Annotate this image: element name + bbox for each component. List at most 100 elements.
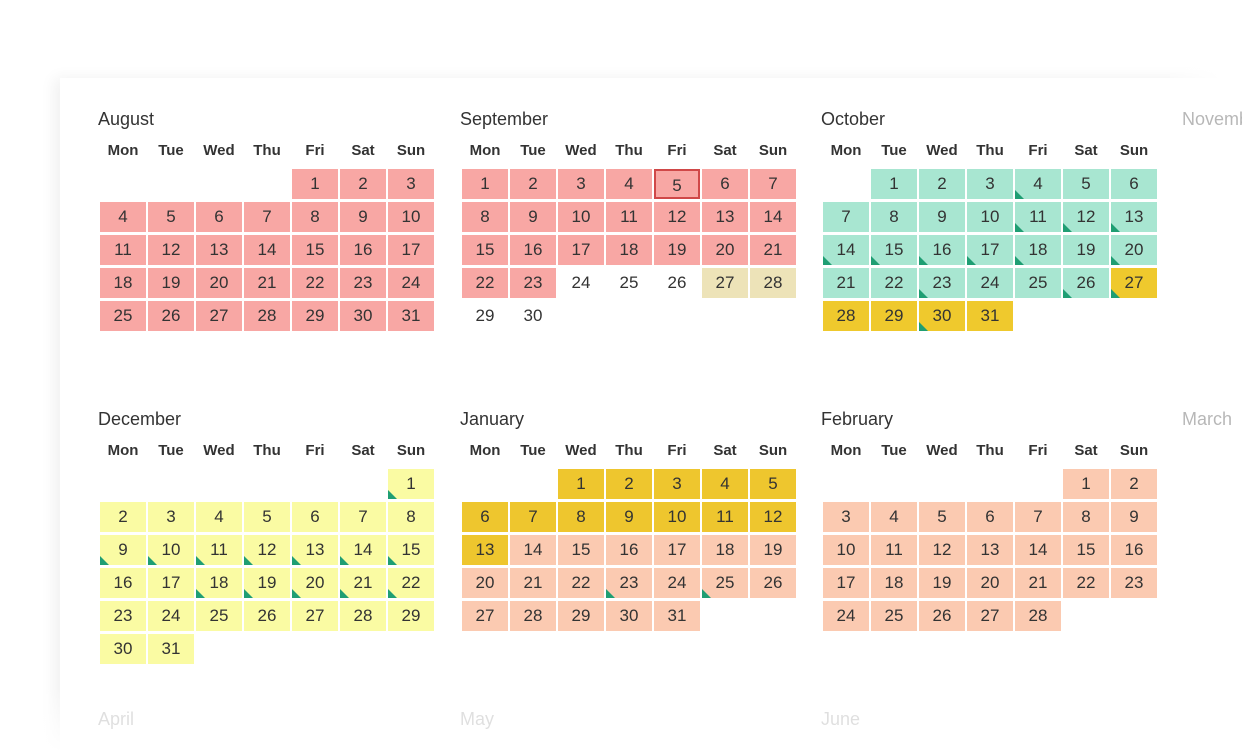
faded-month-title: April <box>98 709 135 729</box>
weekday-header: Mon <box>469 142 501 159</box>
day-cell: 5 <box>750 469 796 499</box>
day-cell: 8 <box>292 202 338 232</box>
day-cell: 11 <box>100 235 146 265</box>
day-cell: 4 <box>871 502 917 532</box>
weekday-header: Wed <box>203 442 235 459</box>
day-cell: 3 <box>823 502 869 532</box>
day-cell: 20 <box>1111 235 1157 265</box>
day-cell: 10 <box>558 202 604 232</box>
day-cell: 23 <box>100 601 146 631</box>
weekday-header: Sun <box>1119 442 1149 459</box>
day-cell: 24 <box>654 568 700 598</box>
day-cell: 19 <box>244 568 290 598</box>
day-cell: 18 <box>702 535 748 565</box>
flag-marker <box>1015 256 1024 265</box>
day-cell: 9 <box>510 202 556 232</box>
day-cell: 24 <box>148 601 194 631</box>
day-cell: 23 <box>510 268 556 298</box>
day-cell: 26 <box>148 301 194 331</box>
day-cell: 13 <box>1111 202 1157 232</box>
day-cell: 2 <box>1111 469 1157 499</box>
faded-month-title: June <box>821 709 861 729</box>
day-cell: 25 <box>100 301 146 331</box>
day-cell: 28 <box>340 601 386 631</box>
day-cell: 20 <box>462 568 508 598</box>
day-cell: 27 <box>702 268 748 298</box>
day-cell: 20 <box>196 268 242 298</box>
day-cell: 2 <box>510 169 556 199</box>
day-cell: 3 <box>558 169 604 199</box>
day-cell: 7 <box>1015 502 1061 532</box>
weekday-header: Wed <box>926 442 958 459</box>
weekday-header: Tue <box>881 442 907 459</box>
day-cell: 10 <box>148 535 194 565</box>
day-cell: 28 <box>510 601 556 631</box>
day-cell: 1 <box>388 469 434 499</box>
day-cell: 17 <box>388 235 434 265</box>
day-cell: 21 <box>244 268 290 298</box>
weekday-header: Mon <box>107 442 139 459</box>
weekday-header: Tue <box>881 142 907 159</box>
day-cell: 12 <box>654 202 700 232</box>
flag-marker <box>148 556 157 565</box>
day-cell: 23 <box>1111 568 1157 598</box>
day-cell: 5 <box>244 502 290 532</box>
weekday-header: Sun <box>396 142 426 159</box>
weekday-header: Fri <box>1028 142 1048 159</box>
day-cell: 19 <box>654 235 700 265</box>
faded-month-title: March <box>1182 409 1233 429</box>
day-cell: 13 <box>462 535 508 565</box>
day-cell: 17 <box>558 235 604 265</box>
day-cell: 22 <box>292 268 338 298</box>
day-cell: 26 <box>1063 268 1109 298</box>
day-cell: 19 <box>750 535 796 565</box>
day-cell: 25 <box>871 601 917 631</box>
day-cell: 27 <box>462 601 508 631</box>
day-cell: 23 <box>340 268 386 298</box>
day-cell: 8 <box>388 502 434 532</box>
weekday-header: Tue <box>520 142 546 159</box>
day-cell: 22 <box>462 268 508 298</box>
weekday-header: Fri <box>667 442 687 459</box>
day-cell: 19 <box>1063 235 1109 265</box>
day-cell: 29 <box>475 306 495 325</box>
day-cell: 8 <box>1063 502 1109 532</box>
day-cell: 10 <box>388 202 434 232</box>
day-cell: 18 <box>100 268 146 298</box>
day-cell: 17 <box>148 568 194 598</box>
day-cell: 12 <box>148 235 194 265</box>
day-cell: 6 <box>292 502 338 532</box>
day-cell: 22 <box>388 568 434 598</box>
day-cell: 24 <box>823 601 869 631</box>
day-cell: 30 <box>606 601 652 631</box>
day-cell: 21 <box>510 568 556 598</box>
day-cell: 2 <box>100 502 146 532</box>
day-cell: 16 <box>100 568 146 598</box>
flag-marker <box>1111 223 1120 232</box>
day-cell: 2 <box>919 169 965 199</box>
day-cell: 12 <box>244 535 290 565</box>
weekday-header: Fri <box>1028 442 1048 459</box>
day-cell: 8 <box>462 202 508 232</box>
day-cell: 7 <box>823 202 869 232</box>
day-cell: 30 <box>340 301 386 331</box>
day-cell: 5 <box>919 502 965 532</box>
month-title: August <box>98 109 155 129</box>
flag-marker <box>340 589 349 598</box>
day-cell: 8 <box>871 202 917 232</box>
day-cell: 19 <box>919 568 965 598</box>
day-cell: 24 <box>571 273 591 292</box>
day-cell: 30 <box>523 306 543 325</box>
flag-marker <box>1015 223 1024 232</box>
day-cell: 30 <box>100 634 146 664</box>
day-cell: 25 <box>1015 268 1061 298</box>
day-cell: 8 <box>558 502 604 532</box>
day-cell: 18 <box>196 568 242 598</box>
weekday-header: Wed <box>565 142 597 159</box>
day-cell: 14 <box>823 235 869 265</box>
flag-marker <box>1063 289 1072 298</box>
day-cell: 10 <box>654 502 700 532</box>
day-cell: 31 <box>388 301 434 331</box>
weekday-header: Thu <box>253 442 281 459</box>
flag-marker <box>919 322 928 331</box>
